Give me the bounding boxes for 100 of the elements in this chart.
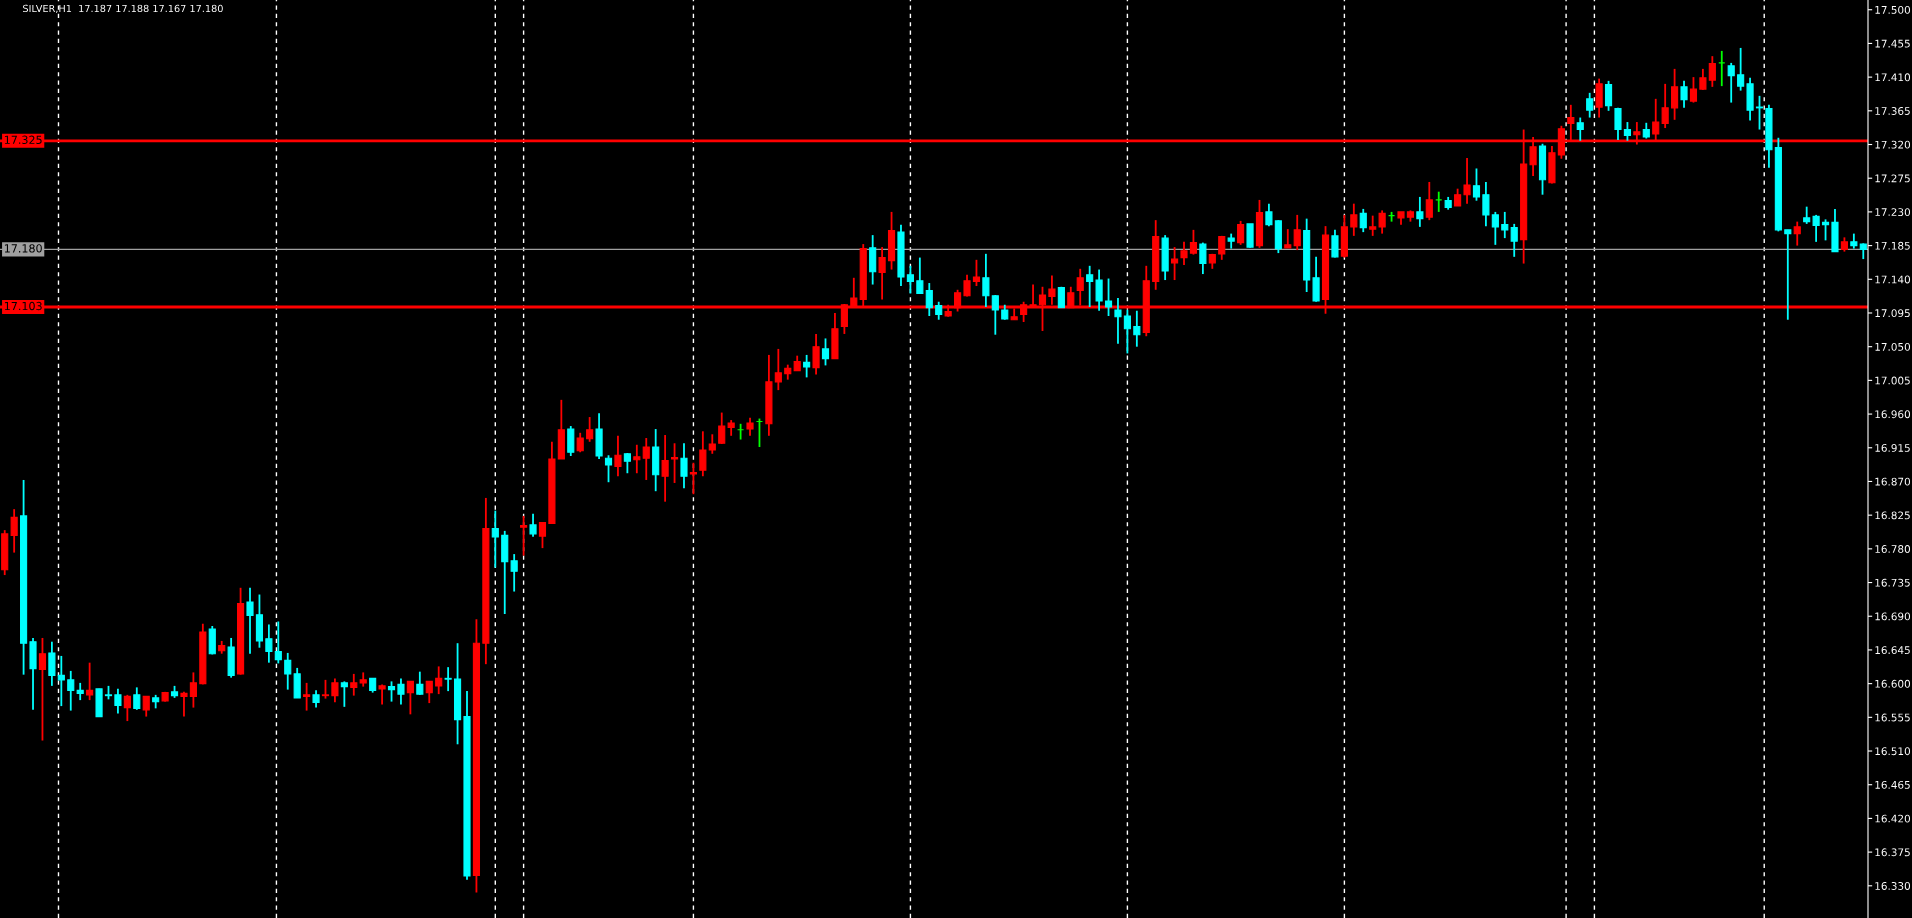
candlestick xyxy=(972,258,981,287)
candlestick xyxy=(265,623,273,664)
candlestick xyxy=(406,680,414,716)
y-tick-label: 17.140 xyxy=(1875,275,1911,284)
y-tick-label: 17.230 xyxy=(1875,208,1911,217)
candlestick xyxy=(435,665,443,696)
candlestick xyxy=(293,667,301,699)
candlestick xyxy=(1284,228,1292,249)
y-tick-label: 16.915 xyxy=(1875,443,1910,452)
candlestick xyxy=(1680,79,1688,109)
y-tick-label: 17.005 xyxy=(1875,376,1910,385)
candlestick xyxy=(520,515,528,557)
candlestick xyxy=(982,252,990,308)
candlestick xyxy=(1699,67,1707,91)
candlestick xyxy=(1718,50,1726,88)
y-tick-label: 16.870 xyxy=(1875,477,1911,486)
candlestick xyxy=(1614,106,1622,141)
candlestick xyxy=(699,430,707,478)
y-tick-label: 17.185 xyxy=(1875,241,1910,250)
candlestick xyxy=(189,671,197,709)
candlestick xyxy=(331,677,339,704)
candlestick xyxy=(670,442,679,484)
candlestick xyxy=(180,690,188,718)
candlestick xyxy=(246,586,254,655)
candlestick xyxy=(538,521,547,550)
candlestick xyxy=(925,282,933,317)
y-tick-label: 16.780 xyxy=(1875,545,1911,553)
candlestick xyxy=(1246,222,1254,249)
y-tick-label: 16.690 xyxy=(1875,612,1911,621)
candlestick xyxy=(1576,116,1584,142)
y-tick-label: 16.375 xyxy=(1875,848,1910,857)
candlestick xyxy=(133,686,141,711)
candlestick xyxy=(718,411,726,445)
candlestick xyxy=(1171,246,1179,281)
y-tick-label: 17.455 xyxy=(1875,39,1910,48)
ref-line-label: 17.103 xyxy=(4,301,42,311)
candlestick xyxy=(491,509,499,569)
candlestick xyxy=(680,442,688,490)
candlestick xyxy=(1114,297,1122,345)
candlestick xyxy=(425,680,433,705)
y-tick-label: 17.410 xyxy=(1875,73,1911,82)
candlestick xyxy=(774,348,782,392)
candlestick xyxy=(1501,210,1509,240)
candlestick xyxy=(1359,208,1367,234)
candlestick xyxy=(529,512,537,538)
candlestick xyxy=(321,678,330,700)
candlestick xyxy=(416,670,424,696)
candlestick xyxy=(1491,210,1499,246)
candlestick xyxy=(1237,219,1245,246)
candlestick xyxy=(623,452,631,475)
candlestick xyxy=(567,425,575,457)
candlestick xyxy=(1727,61,1735,104)
candlestick xyxy=(444,666,452,693)
candlestick xyxy=(1604,79,1613,112)
candlestick xyxy=(963,273,971,298)
y-tick-label: 16.330 xyxy=(1875,882,1911,890)
candlestick xyxy=(1671,67,1679,121)
y-tick-label: 16.510 xyxy=(1875,747,1911,756)
y-tick-label: 16.825 xyxy=(1875,511,1910,520)
candlestick xyxy=(633,443,641,475)
candlestick xyxy=(387,680,396,703)
chart-title: SILVER,H1 17.187 17.188 17.167 17.180 xyxy=(23,4,223,14)
candlestick xyxy=(350,672,358,697)
candlestick xyxy=(57,655,65,708)
candlestick xyxy=(1189,228,1198,256)
candlestick xyxy=(1812,213,1820,243)
candlestick xyxy=(510,553,518,593)
candlestick xyxy=(1472,167,1481,202)
ref-line-label: 17.325 xyxy=(4,135,42,144)
y-tick-label: 16.600 xyxy=(1875,679,1911,688)
candlestick xyxy=(48,640,56,687)
candlestick xyxy=(303,681,311,712)
candlestick xyxy=(1708,55,1716,88)
candlestick xyxy=(67,669,75,712)
y-tick-label: 17.275 xyxy=(1875,174,1910,183)
candlestick xyxy=(661,434,669,503)
candlestick xyxy=(1784,228,1792,321)
y-tick-label: 16.960 xyxy=(1875,410,1911,419)
y-tick-label: 17.320 xyxy=(1875,140,1911,149)
y-tick-label: 17.500 xyxy=(1875,5,1911,14)
candlestick xyxy=(1821,218,1830,242)
candlestick xyxy=(1180,240,1188,266)
ref-line-label: 17.180 xyxy=(4,244,42,253)
y-tick-label: 16.465 xyxy=(1875,780,1910,789)
candlestick xyxy=(576,431,584,454)
candlestick xyxy=(1265,202,1273,228)
y-tick-label: 16.645 xyxy=(1875,646,1910,655)
candlestick xyxy=(1689,76,1698,104)
candlestick xyxy=(869,234,877,286)
candlestick xyxy=(1755,94,1764,131)
candlestick xyxy=(274,620,282,665)
candlestick xyxy=(1793,220,1801,247)
candlestick xyxy=(1737,47,1745,92)
candlestick xyxy=(1123,309,1131,355)
candlestick xyxy=(86,661,94,702)
y-tick-label: 16.555 xyxy=(1875,713,1910,722)
candlestick xyxy=(1199,241,1207,275)
candlestick xyxy=(114,687,122,715)
candlestick xyxy=(284,652,292,691)
y-tick-label: 17.095 xyxy=(1875,309,1910,318)
